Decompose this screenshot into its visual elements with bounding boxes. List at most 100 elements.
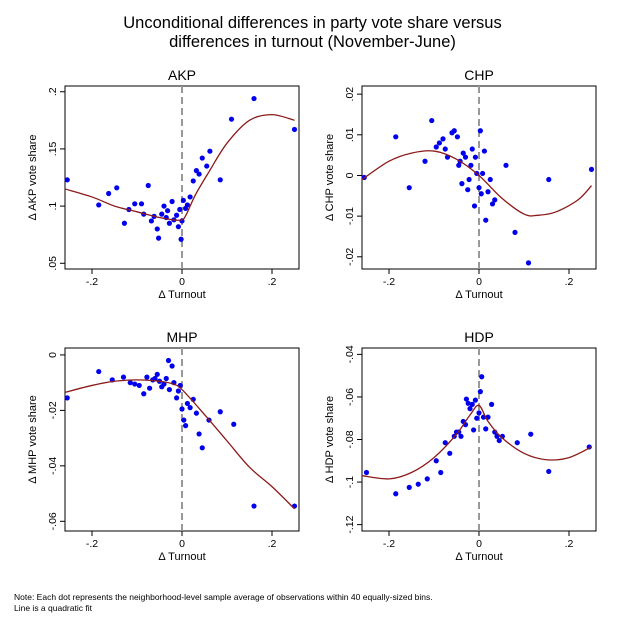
data-point (429, 117, 435, 124)
data-point (460, 150, 466, 156)
y-axis-label: Δ MHP vote share (27, 395, 39, 483)
data-point (485, 189, 491, 195)
y-tick-label: -.06 (47, 512, 59, 530)
data-point (184, 400, 190, 407)
data-point (193, 410, 199, 416)
data-point (152, 375, 158, 382)
data-point (478, 191, 484, 197)
x-tick-label: -.2 (86, 538, 98, 550)
x-tick-label: .2 (565, 538, 574, 550)
data-point (469, 401, 475, 407)
data-point (481, 148, 487, 154)
data-point (174, 395, 180, 401)
y-axis-label: Δ HDP vote share (324, 396, 336, 483)
panel-mhp: MHP -.2 0 .2 Δ Turnout -.06 -.04 -.02 0 Δ MHP vot… (27, 329, 300, 563)
data-point (156, 235, 162, 241)
data-point (467, 406, 473, 412)
data-point (492, 429, 498, 435)
data-point (483, 426, 489, 432)
x-tick-label: 0 (476, 276, 482, 288)
data-point (132, 381, 138, 387)
data-point (199, 445, 205, 451)
x-axis-label: Δ Turnout (455, 289, 502, 301)
quadratic-fit-line (361, 404, 592, 480)
y-tick-label: .1 (47, 202, 59, 211)
data-point (106, 190, 112, 197)
data-point (154, 226, 160, 232)
data-point (468, 162, 474, 168)
quadratic-fit-line (64, 379, 295, 510)
data-point (406, 484, 412, 490)
y-tick-label: .01 (344, 127, 356, 142)
quadratic-fit-line (64, 113, 295, 221)
panel-title: CHP (464, 67, 494, 83)
data-point (496, 437, 502, 444)
data-point (415, 481, 421, 487)
data-point (187, 405, 193, 411)
data-point (463, 396, 469, 402)
data-point (190, 178, 196, 184)
data-point (154, 371, 160, 377)
data-point (145, 182, 151, 189)
data-point (181, 417, 187, 423)
x-tick-label: .2 (565, 276, 574, 288)
data-point (456, 162, 462, 168)
data-point (393, 134, 399, 140)
data-point (127, 380, 133, 386)
data-point (141, 391, 147, 397)
panel-hdp: HDP -.2 0 .2 Δ Turnout -.12 -.1 -.08 -.06 -.04 Δ H… (324, 329, 597, 563)
data-point (433, 458, 439, 464)
x-tick-label: .2 (268, 538, 277, 550)
figure-note-line-1: Note: Each dot represents the neighborho… (14, 592, 433, 602)
y-axis-label: Δ CHP vote share (324, 134, 336, 221)
data-point (169, 198, 175, 205)
x-tick-label: 0 (179, 276, 185, 288)
data-point (528, 431, 534, 437)
data-point (476, 410, 482, 416)
data-point (440, 136, 446, 142)
data-point (451, 128, 457, 134)
x-tick-label: 0 (179, 538, 185, 550)
data-point (546, 468, 552, 475)
data-point (454, 134, 460, 140)
data-point (471, 203, 478, 209)
data-point (165, 208, 171, 214)
data-point (147, 385, 153, 391)
data-point (474, 415, 480, 421)
data-point (175, 224, 181, 230)
data-point (64, 395, 70, 401)
x-tick-label: 0 (476, 538, 482, 550)
data-point (120, 374, 127, 380)
data-point (204, 163, 210, 169)
data-point (438, 469, 444, 476)
data-point (114, 185, 120, 191)
data-point (183, 423, 189, 429)
data-point (178, 236, 184, 242)
data-point (291, 126, 298, 133)
data-point (228, 116, 235, 122)
y-tick-label: -.04 (47, 457, 59, 475)
quadratic-fit-line (361, 150, 592, 217)
y-tick-label: 0 (47, 352, 59, 358)
data-point (196, 171, 202, 177)
x-tick-label: -.2 (86, 276, 98, 288)
figure-note: Note: Each dot represents the neighborho… (14, 592, 433, 614)
x-axis-label: Δ Turnout (455, 551, 502, 563)
data-point (251, 503, 257, 509)
data-point (393, 491, 399, 497)
y-tick-label: -.08 (344, 430, 356, 448)
data-point (159, 211, 165, 217)
data-point (469, 146, 475, 152)
data-point (251, 95, 257, 102)
data-point (184, 202, 190, 208)
data-point (161, 203, 167, 209)
panel-title: AKP (168, 67, 196, 83)
data-point (442, 146, 448, 152)
panel-akp: AKP -.2 0 .2 Δ Turnout .05 .1 .15 .2 Δ AKP vote s… (27, 67, 300, 301)
data-point (480, 170, 486, 177)
data-point (144, 374, 150, 380)
data-point (476, 185, 482, 191)
data-point (503, 162, 509, 168)
data-point (459, 181, 465, 187)
